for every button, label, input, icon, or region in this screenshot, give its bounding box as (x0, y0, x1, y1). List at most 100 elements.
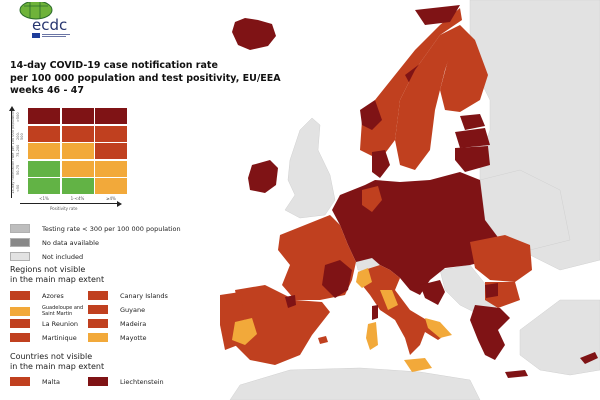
legend-testing-rate: Testing rate < 300 per 100 000 populatio… (10, 224, 181, 233)
section-title-line: in the main map extent (10, 362, 105, 371)
puglia (425, 318, 452, 338)
legend-swatch (88, 305, 108, 314)
matrix-cell (28, 143, 60, 159)
legend-swatch (10, 377, 30, 386)
legend-item: Guadeloupe and Saint Martin (10, 305, 90, 317)
eu-flag-icon (32, 33, 40, 38)
matrix-cell (61, 160, 94, 177)
legend-swatch (10, 291, 30, 300)
legend-label: Azores (42, 291, 64, 300)
ireland (248, 160, 278, 193)
legend-item: Guyane (88, 305, 145, 314)
denmark (372, 150, 390, 178)
legend-label: Guyane (120, 305, 146, 314)
legend-label: Not included (42, 252, 84, 261)
y-axis-label: 14-day notification rate per 100 000 pop… (11, 110, 15, 194)
matrix-cell (95, 160, 127, 177)
globe-icon: ecdc (19, 0, 70, 38)
y-tick-label: 200-500 (16, 131, 24, 140)
legend-label: Testing rate < 300 per 100 000 populatio… (42, 224, 181, 233)
legend-not-included: Not included (10, 252, 83, 261)
matrix-cell (28, 178, 60, 194)
matrix-cell (61, 143, 94, 159)
x-tick-label: 1-<4% (70, 196, 85, 201)
arrow-up-icon (8, 106, 15, 111)
x-tick-label: <1% (39, 196, 49, 201)
matrix-cell (28, 108, 60, 124)
title-line-3: weeks 46 - 47 (10, 85, 84, 96)
united-kingdom (284, 117, 336, 219)
matrix-cell (61, 178, 94, 194)
legend-item: Martinique (10, 333, 77, 342)
norway (360, 8, 462, 160)
swatch-not-included (10, 252, 30, 261)
matrix-cell (95, 178, 127, 194)
balearic (318, 336, 328, 344)
y-tick-label: 75-200 (16, 144, 20, 157)
legend-swatch (88, 333, 108, 342)
legend-swatch (88, 377, 108, 386)
matrix-cell (61, 108, 94, 124)
ecdc-logo: ecdc (10, 0, 72, 40)
non-eu-land (229, 0, 600, 400)
legend-swatch (88, 291, 108, 300)
matrix-cell (95, 143, 127, 159)
countries-section-title: Countries not visible in the main map ex… (10, 352, 104, 372)
finland (440, 25, 488, 112)
x-tick-label: ≥4% (106, 196, 116, 201)
arrow-right-icon (117, 200, 122, 207)
legend-label: Canary Islands (120, 291, 168, 300)
navarra (285, 295, 296, 308)
norway-dark-regions (360, 5, 460, 130)
romania (470, 235, 532, 282)
legend-item: Azores (10, 291, 64, 300)
matrix-cell (95, 108, 127, 124)
legend-swatch (10, 333, 30, 342)
crete (505, 370, 528, 378)
croatia (420, 280, 445, 305)
legend-item: Malta (10, 377, 60, 386)
tuscany (380, 290, 398, 310)
france-dark-regions (322, 260, 352, 298)
bulgaria-dark (485, 283, 498, 298)
legend-item: Liechtenstein (88, 377, 164, 386)
matrix-y-axis: 14-day notification rate per 100 000 pop… (7, 106, 17, 198)
regions-section-title: Regions not visible in the main map exte… (10, 265, 104, 285)
legend-swatch (88, 319, 108, 328)
piemonte (356, 268, 372, 288)
iceland (232, 18, 276, 50)
svg-text:ecdc: ecdc (32, 16, 67, 34)
north-africa (229, 367, 481, 400)
y-tick-label: <50 (16, 184, 20, 192)
map-title: 14-day COVID-19 case notification rate p… (10, 60, 330, 98)
legend-swatch (10, 306, 30, 316)
latvia (455, 128, 490, 148)
legend-label: Guadeloupe and Saint Martin (42, 305, 84, 317)
turkey (519, 299, 600, 376)
y-tick-label: 50-75 (16, 164, 20, 175)
sicily (404, 358, 432, 372)
legend-label: La Reunion (42, 319, 79, 328)
title-line-2: per 100 000 population and test positivi… (10, 72, 281, 84)
legend-item: Canary Islands (88, 291, 168, 300)
netherlands-region (362, 186, 382, 212)
greece (470, 305, 510, 360)
corsica (372, 305, 378, 320)
sweden (395, 35, 455, 170)
legend-item: Madeira (88, 319, 146, 328)
swatch-testing-rate (10, 224, 30, 233)
matrix-cell (61, 125, 94, 142)
extremadura (232, 318, 257, 345)
x-axis-label: Positivity rate (50, 206, 78, 211)
section-title-line: in the main map extent (10, 275, 105, 284)
legend-label: Mayotte (120, 333, 147, 342)
legend-label: Malta (42, 377, 60, 386)
legend-label: Martinique (42, 333, 77, 342)
sardinia (366, 322, 378, 350)
estonia (460, 114, 485, 130)
italy (358, 265, 445, 355)
matrix-cell (95, 125, 127, 142)
section-title-line: Countries not visible (10, 352, 93, 361)
section-title-line: Regions not visible (10, 265, 86, 274)
